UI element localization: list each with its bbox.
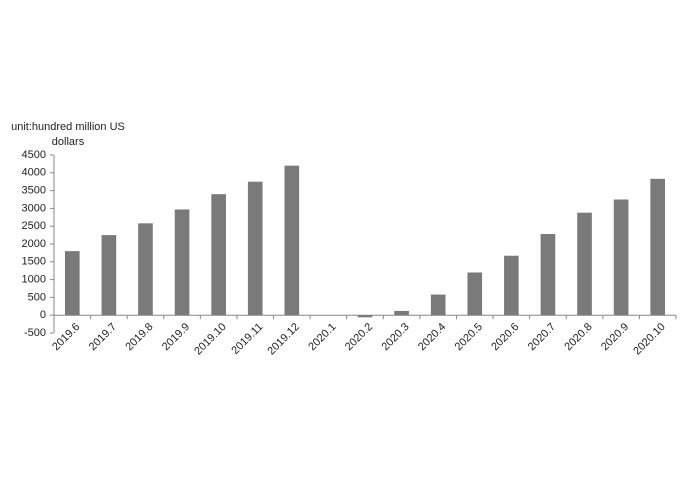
x-tick-label: 2020.9	[599, 321, 631, 353]
x-tick-label: 2020.6	[489, 321, 521, 353]
y-tick-label: 2000	[22, 238, 46, 250]
bar	[64, 251, 80, 316]
y-tick-label: 0	[40, 309, 46, 321]
y-tick-label: 1500	[22, 256, 46, 268]
x-tick-label: 2020.2	[343, 321, 375, 353]
x-tick-label: 2019.10	[192, 321, 229, 358]
bar	[540, 234, 556, 316]
x-tick-label: 2019.8	[123, 321, 155, 353]
x-tick-label: 2020.4	[416, 321, 448, 353]
y-tick-label: 2500	[22, 220, 46, 232]
y-tick-label: 3500	[22, 185, 46, 197]
bar	[467, 272, 483, 316]
bar	[247, 181, 263, 316]
x-tick-label: 2020.5	[453, 321, 485, 353]
bar	[394, 310, 409, 316]
y-tick-label: 1000	[22, 274, 46, 286]
bar	[613, 199, 629, 316]
x-tick-label: 2019.11	[229, 321, 265, 357]
x-tick-label: 2020.10	[631, 321, 668, 358]
x-tick-label: 2020.3	[379, 321, 411, 353]
y-tick-label: 4000	[22, 167, 46, 179]
x-tick-label: 2020.1	[306, 321, 338, 353]
y-axis-label: unit:hundred million US dollars	[11, 121, 125, 148]
bar	[504, 255, 519, 316]
bar	[577, 212, 592, 316]
y-tick-label: -500	[24, 327, 46, 339]
x-tick-label: 2019.6	[50, 321, 82, 353]
x-tick-label: 2019.9	[160, 321, 192, 353]
x-tick-label: 2020.8	[562, 321, 594, 353]
bar	[430, 294, 446, 316]
bar	[650, 178, 666, 316]
bar	[174, 209, 190, 316]
y-tick-label: 500	[28, 291, 46, 303]
x-tick-label: 2020.7	[526, 321, 558, 353]
x-tick-label: 2019.7	[87, 321, 119, 353]
y-tick-label: 3000	[22, 202, 46, 214]
y-tick-label: 4500	[22, 149, 46, 161]
bar	[357, 315, 373, 318]
bar	[101, 235, 117, 316]
bar	[211, 194, 226, 316]
x-tick-label: 2019.12	[265, 321, 302, 358]
bar	[138, 223, 153, 316]
bar	[284, 165, 300, 316]
